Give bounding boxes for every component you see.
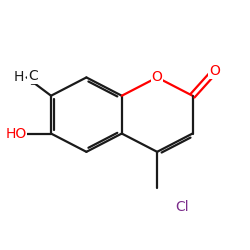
Text: H: H [14, 70, 24, 85]
Text: Cl: Cl [176, 200, 189, 214]
Text: HO: HO [6, 126, 27, 140]
Text: 3: 3 [29, 78, 36, 88]
Text: C: C [28, 69, 38, 83]
Text: O: O [152, 70, 162, 85]
Text: O: O [209, 64, 220, 78]
